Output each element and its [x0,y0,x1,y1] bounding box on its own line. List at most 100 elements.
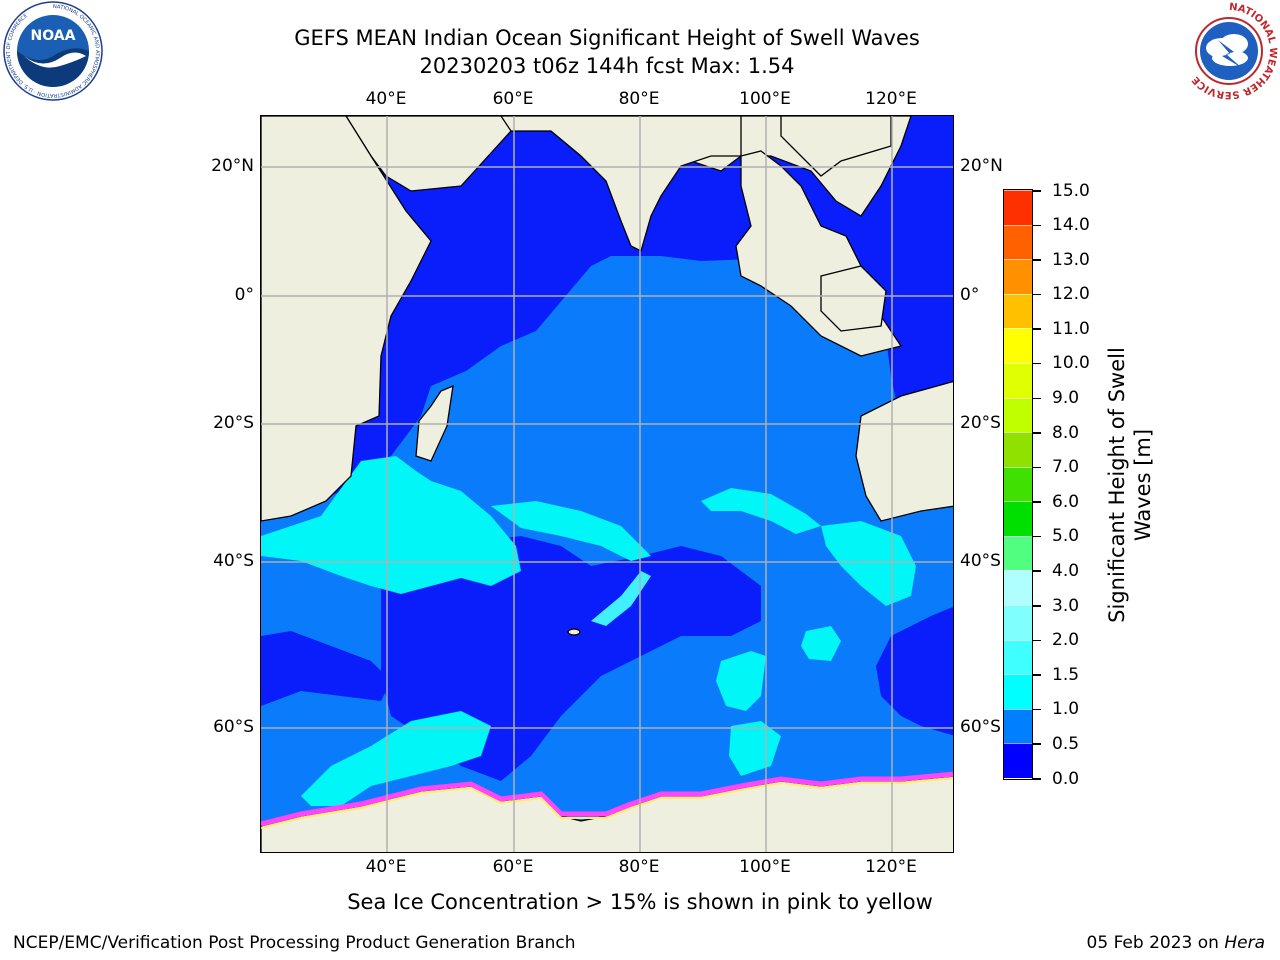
colorbar-tick-mark [1033,743,1041,745]
colorbar-tick-label: 1.5 [1052,664,1080,685]
colorbar-tick-mark [1033,501,1041,503]
colorbar-tick-label: 11.0 [1052,318,1090,339]
colorbar-tick-mark [1033,570,1041,572]
swell-band-1.0-1.5-streak [591,571,651,626]
sea-ice-fringe [261,771,953,827]
footer-date: 05 Feb 2023 on Hera [1087,933,1265,953]
colorbar-segment [1004,432,1032,467]
land-australia [855,380,953,522]
colorbar-tick-mark [1033,605,1041,607]
lat-tick-label: 0° [960,285,980,305]
footer-credit: NCEP/EMC/Verification Post Processing Pr… [13,933,576,953]
colorbar-tick-mark [1033,432,1041,434]
colorbar-tick-mark [1033,293,1041,296]
map-canvas [261,116,953,852]
lat-tick-label: 60°S [960,717,1001,737]
colorbar-tick-mark [1033,190,1041,192]
lat-tick-label: 20°S [960,413,1001,433]
colorbar-tick-label: 0.5 [1052,733,1080,754]
swell-band-1.0-1.5-southwest [301,711,491,806]
chart-title: GEFS MEAN Indian Ocean Significant Heigh… [294,26,920,50]
colorbar-segment [1004,605,1032,640]
colorbar-segment [1004,708,1032,744]
colorbar-tick-label: 10.0 [1052,353,1090,374]
swell-band-1.0-1.5-south-center [701,488,821,534]
colorbar-tick-mark [1033,535,1041,538]
graticule [261,116,953,852]
swell-height-map [260,115,954,853]
colorbar-segment [1004,674,1032,709]
colorbar-segment [1004,190,1032,225]
colorbar-tick-mark [1033,224,1041,227]
lat-tick-label: 40°S [960,551,1001,571]
swell-band-1.0-1.5-west [261,456,521,594]
swell-band-1.0-1.5-small [801,626,841,661]
colorbar-segment [1004,639,1032,675]
lat-tick-label: 20°S [213,413,254,433]
colorbar-segment [1004,535,1032,571]
land-india [500,116,742,252]
land-masses [261,116,953,852]
colorbar-segment [1004,362,1032,398]
colorbar-tick-label: 4.0 [1052,560,1080,581]
colorbar-segment [1004,570,1032,606]
colorbar-segment [1004,397,1032,433]
footer-host: Hera [1224,933,1265,953]
colorbar-segment [1004,328,1032,363]
land-kerguelen [567,628,581,636]
colorbar-tick-mark [1033,397,1041,400]
noaa-logo-text: NOAA [31,28,76,44]
chart-subtitle: 20230203 t06z 144h fcst Max: 1.54 [419,54,795,78]
land-indochina [780,116,892,177]
colorbar-tick-label: 7.0 [1052,457,1080,478]
swell-band-0-0.5-southwest [261,631,391,706]
lon-tick-label: 80°E [618,89,660,109]
colorbar-tick-label: 5.0 [1052,526,1080,547]
colorbar-segment [1004,293,1032,329]
colorbar-tick-label: 13.0 [1052,249,1090,270]
colorbar-tick-label: 3.0 [1052,595,1080,616]
lon-tick-label: 60°E [492,89,534,109]
lon-tick-label: 100°E [739,857,791,877]
colorbar-tick-label: 1.0 [1052,699,1080,720]
sea-ice-note: Sea Ice Concentration > 15% is shown in … [347,890,933,914]
colorbar-tick-mark [1033,639,1041,642]
swell-band-0-0.5-southeast [876,606,953,736]
lon-tick-label: 120°E [865,89,917,109]
nws-logo-icon: NATIONAL WEATHER SERVICE [1180,2,1278,100]
colorbar-tick-mark [1033,259,1041,261]
swell-band-1.0-1.5-central [491,501,651,561]
land-east-africa [261,116,432,522]
colorbar-segment [1004,501,1032,536]
lon-tick-label: 120°E [865,857,917,877]
swell-band-1.0-1.5-kerguelen-east [716,651,766,711]
colorbar-tick-label: 2.0 [1052,630,1080,651]
noaa-logo-icon: NOAA NATIONAL OCEANIC AND ATMOSPHERIC AD… [3,1,103,101]
colorbar-tick-label: 9.0 [1052,388,1080,409]
footer-date-text: 05 Feb 2023 on [1086,933,1225,953]
colorbar-tick-mark [1033,362,1041,365]
colorbar [1003,189,1033,780]
colorbar-label-text: Significant Height of Swell Waves [m] [1105,347,1155,623]
lat-tick-label: 60°S [213,717,254,737]
colorbar-tick-mark [1033,466,1041,469]
colorbar-tick-label: 8.0 [1052,422,1080,443]
lat-tick-label: 0° [234,285,254,305]
colorbar-tick-mark [1033,778,1041,780]
colorbar-tick-mark [1033,708,1041,711]
lon-tick-label: 80°E [618,857,660,877]
land-borneo [820,265,887,332]
lon-tick-label: 40°E [365,89,407,109]
colorbar-tick-label: 6.0 [1052,491,1080,512]
lon-tick-label: 40°E [365,857,407,877]
colorbar-tick-label: 15.0 [1052,180,1090,201]
colorbar-tick-label: 12.0 [1052,284,1090,305]
colorbar-tick-label: 14.0 [1052,215,1090,236]
colorbar-tick-mark [1033,328,1041,330]
colorbar-tick-mark [1033,674,1041,676]
sea-ice-fringe-yellow [261,777,953,829]
swell-band-1.0-1.5-south [729,721,781,776]
colorbar-segment [1004,259,1032,294]
colorbar-segment [1004,466,1032,502]
lat-tick-label: 20°N [211,156,254,176]
